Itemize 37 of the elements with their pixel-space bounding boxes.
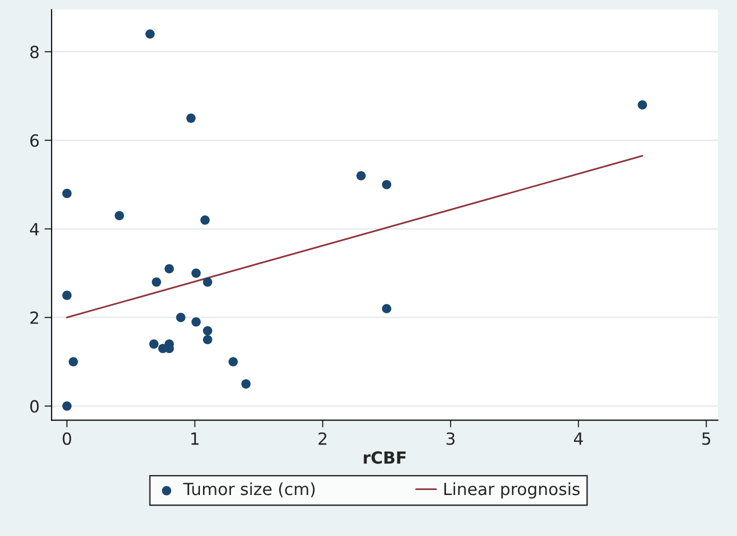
point	[638, 100, 648, 110]
point	[382, 180, 392, 190]
point	[200, 215, 210, 225]
y-tick-label: 8	[30, 46, 39, 58]
point	[228, 357, 238, 366]
x-axis-title: rCBF	[364, 451, 406, 464]
point	[191, 317, 201, 327]
point	[176, 312, 186, 322]
point	[202, 277, 212, 287]
y-tick-label: 4	[30, 223, 39, 236]
point	[382, 304, 392, 314]
point	[62, 290, 72, 300]
point	[241, 379, 251, 389]
x-tick-label: 2	[318, 432, 326, 445]
legend-label: Linear prognosis	[444, 482, 580, 499]
point	[356, 171, 366, 180]
point	[114, 210, 124, 220]
point	[62, 401, 72, 411]
x-tick-label: 5	[702, 432, 710, 445]
point	[149, 339, 159, 349]
point	[191, 268, 201, 278]
y-tick-label: 6	[30, 134, 39, 147]
point	[164, 264, 174, 274]
y-tick-label: 2	[30, 311, 38, 324]
point	[68, 357, 78, 366]
x-tick-label: 0	[62, 432, 72, 445]
point	[145, 29, 155, 39]
point	[186, 114, 196, 123]
point	[202, 334, 212, 344]
x-tick-label: 3	[446, 432, 455, 445]
y-tick-label: 0	[30, 400, 39, 413]
point	[62, 188, 72, 198]
point	[202, 326, 212, 336]
legend-label: Tumor size (cm)	[183, 482, 315, 498]
point	[152, 277, 162, 287]
x-tick-label: 1	[191, 432, 199, 445]
x-tick-label: 4	[574, 432, 583, 445]
